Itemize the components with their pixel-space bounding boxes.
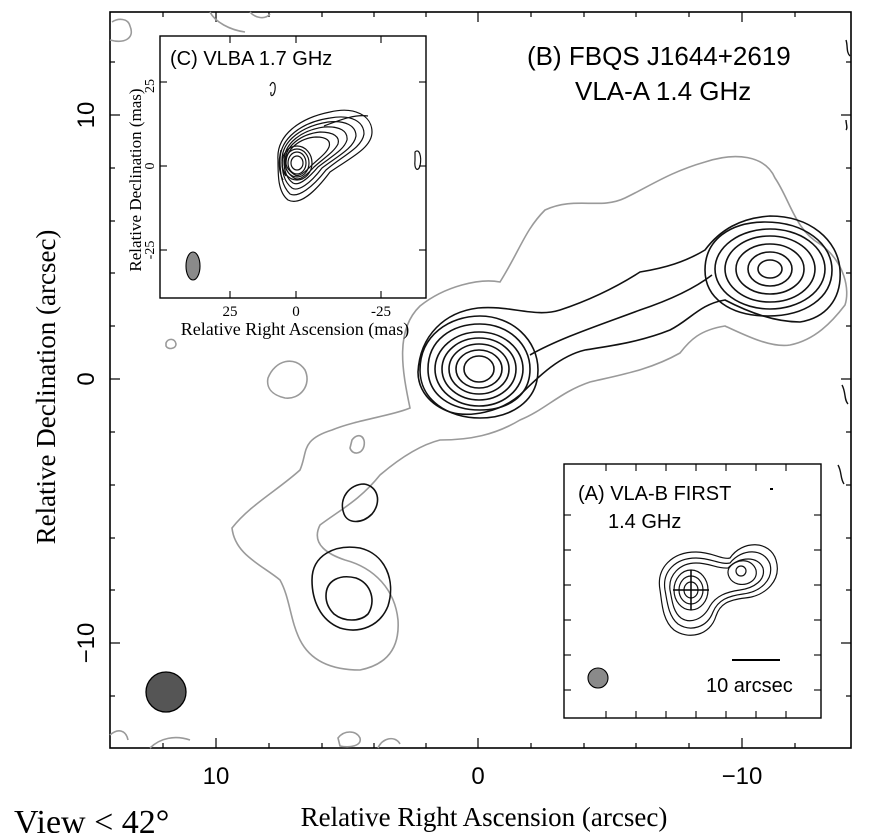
main-x-ticks <box>162 12 796 748</box>
inset-first-label-array: (A) VLA-B FIRST <box>578 483 731 505</box>
dark-contour-core-6 <box>455 349 503 389</box>
gray-contour-arc-top2 <box>249 11 271 19</box>
gray-contour-arc-top <box>209 11 246 33</box>
inset-first-scale-label: 10 arcsec <box>706 675 793 697</box>
dark-contour-core-2 <box>427 323 531 411</box>
dark-contour-lobe-6 <box>757 259 783 279</box>
inset-first-ticks <box>564 464 821 718</box>
dark-contour-southwest-inner <box>325 576 373 621</box>
gray-contour-blob-under-vlba <box>349 434 366 454</box>
dark-contour-lobe-3 <box>724 235 816 303</box>
inset-vlba-panel: (C) VLBA 1.7 GHz 25 0 -25 25 0 -25 Relat… <box>126 35 427 340</box>
inset-vlba-x-tick-label: 0 <box>292 304 300 320</box>
gray-contour-main-envelope <box>231 155 848 671</box>
dark-contour-core-3 <box>434 331 524 407</box>
inset-vlba-x-tick-label: 25 <box>223 304 238 320</box>
gray-contour-arc-bottom-left <box>149 736 191 749</box>
inset-vlba-label: (C) VLBA 1.7 GHz <box>170 48 332 70</box>
dark-contour-lobe-2 <box>714 228 826 310</box>
inner-dark-contours <box>311 215 841 631</box>
inset-vlba-x-tick-label: -25 <box>371 304 391 320</box>
main-x-tick-label: −10 <box>722 763 763 790</box>
outer-gray-contours <box>109 11 848 749</box>
main-x-axis-label: Relative Right Ascension (arcsec) <box>301 802 668 832</box>
inset-vlba-x-axis-label: Relative Right Ascension (mas) <box>181 319 409 340</box>
dark-contour-core-1 <box>419 315 539 419</box>
gray-contour-blob-bottom-center <box>337 731 361 748</box>
main-y-tick-label: 0 <box>73 372 100 385</box>
inset-vlba-ticks <box>160 36 426 298</box>
main-panel-label-source: (B) FBQS J1644+2619 <box>527 41 791 71</box>
dark-contour-core-5 <box>448 343 510 395</box>
dark-contour-southwest-outer <box>311 546 392 631</box>
main-x-tick-label: 10 <box>203 763 230 790</box>
dark-contour-core-4 <box>441 337 517 401</box>
edge-artifacts <box>837 39 851 485</box>
inset-vlba-frame <box>159 35 427 299</box>
gray-contour-small-ring <box>165 338 177 350</box>
inset-vlba-y-axis-label: Relative Declination (mas) <box>126 88 145 271</box>
main-y-ticks <box>110 61 851 697</box>
inset-vlba-y-tick-label: 0 <box>143 163 158 170</box>
main-y-tick-label: 10 <box>73 102 100 129</box>
dark-contour-core-7 <box>463 355 495 383</box>
gray-contour-arc-bottom-left2 <box>109 730 129 741</box>
gray-contour-blob-left <box>266 360 308 399</box>
inset-first-beam <box>587 667 609 689</box>
main-beam-ellipse <box>145 671 187 713</box>
gray-contour-corner-left <box>109 18 132 42</box>
inset-first-panel: (A) VLA-B FIRST 1.4 GHz 10 arcsec <box>563 463 822 719</box>
crosshair-icon <box>673 570 709 610</box>
main-x-tick-label: 0 <box>471 763 484 790</box>
gray-contour-blob-bottom-mid <box>377 737 401 749</box>
dark-contour-lobe-1 <box>704 221 833 317</box>
main-y-axis-label: Relative Declination (arcsec) <box>31 230 61 545</box>
footer-fragment-text: View < 42° <box>14 804 169 833</box>
dark-contour-lobe-5 <box>747 251 793 287</box>
inset-first-label-freq: 1.4 GHz <box>608 511 681 533</box>
dark-contour-jet-inner <box>529 274 713 356</box>
inset-vlba-y-tick-label: -25 <box>143 241 158 260</box>
inset-vlba-y-tick-label: 25 <box>143 79 158 93</box>
main-y-tick-label: −10 <box>73 623 100 664</box>
inset-vlba-beam <box>185 251 201 281</box>
dark-contour-lobe-4 <box>735 243 805 295</box>
main-panel-label-array: VLA-A 1.4 GHz <box>575 76 751 106</box>
dark-contour-south-blob <box>341 483 379 523</box>
inset-vlba-contours <box>269 81 422 202</box>
